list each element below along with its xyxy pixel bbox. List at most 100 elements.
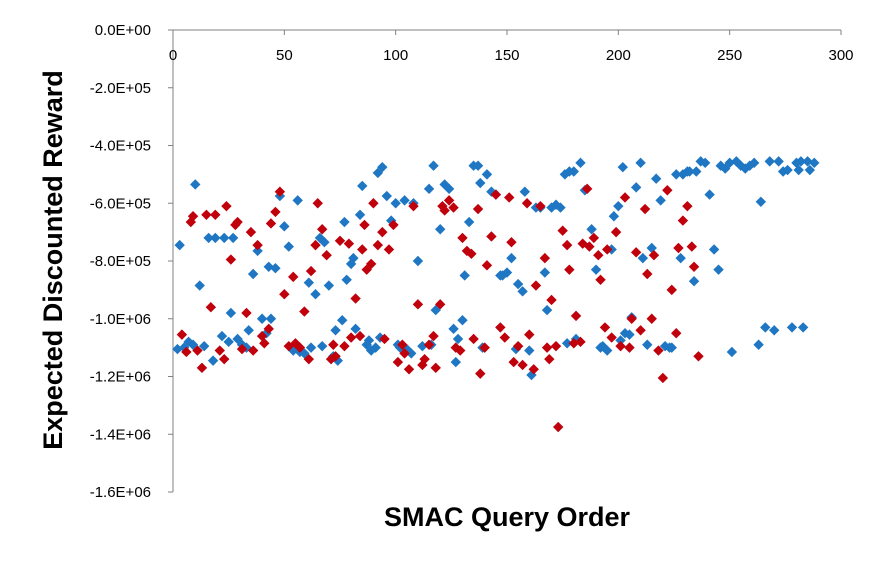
data-point-series-2 <box>299 306 310 317</box>
data-point-series-2 <box>561 239 573 251</box>
data-point-series-1 <box>570 333 582 345</box>
data-point-series-2 <box>412 299 424 310</box>
data-point-series-1 <box>699 157 711 169</box>
data-point-series-2 <box>481 260 493 271</box>
data-point-series-2 <box>443 195 455 206</box>
data-point-series-1 <box>475 177 486 189</box>
data-point-series-1 <box>501 267 513 278</box>
data-point-series-2 <box>365 258 377 270</box>
data-point-series-1 <box>292 195 303 206</box>
data-point-series-2 <box>557 225 568 236</box>
data-point-series-2 <box>316 224 328 235</box>
data-point-series-1 <box>568 166 579 177</box>
data-point-series-1 <box>406 348 417 359</box>
x-ticks: 0 50 100 150 200 250 300 <box>169 30 854 64</box>
data-point-series-1 <box>463 216 475 228</box>
data-point-series-1 <box>642 339 653 350</box>
y-tick-label: -6.0E+05 <box>90 195 151 212</box>
data-point-series-1 <box>704 189 715 200</box>
x-axis-title: SMAC Query Order <box>384 502 631 532</box>
data-point-series-1 <box>207 355 219 366</box>
data-point-series-1 <box>225 307 237 319</box>
data-point-series-1 <box>755 196 767 208</box>
data-point-series-1 <box>802 156 813 167</box>
data-point-series-1 <box>247 268 259 280</box>
data-point-series-1 <box>354 209 366 220</box>
data-point-series-2 <box>570 310 582 322</box>
data-point-series-2 <box>688 261 700 272</box>
data-point-series-2 <box>205 302 217 313</box>
data-point-series-1 <box>399 195 410 206</box>
data-point-series-2 <box>343 238 355 249</box>
data-point-series-2 <box>232 216 243 228</box>
data-point-series-1 <box>350 323 361 335</box>
data-point-series-1 <box>174 239 185 251</box>
data-point-series-1 <box>684 166 695 177</box>
data-point-series-1 <box>219 232 230 244</box>
data-point-series-2 <box>682 200 693 212</box>
data-point-series-2 <box>435 299 446 310</box>
data-point-series-2 <box>210 209 221 220</box>
data-point-series-1 <box>675 252 686 264</box>
data-point-series-2 <box>599 322 611 333</box>
data-point-series-2 <box>419 353 430 365</box>
data-point-series-2 <box>564 264 575 275</box>
data-point-series-1 <box>617 161 628 173</box>
data-point-series-1 <box>602 345 613 356</box>
data-point-series-2 <box>639 203 651 215</box>
data-point-series-2 <box>588 232 600 244</box>
data-point-series-1 <box>630 182 642 193</box>
data-point-series-2 <box>642 268 653 280</box>
data-point-series-1 <box>443 183 455 195</box>
data-point-series-1 <box>804 164 816 176</box>
data-point-series-1 <box>760 322 771 333</box>
data-point-series-2 <box>392 356 404 368</box>
x-tick-label: 0 <box>169 47 177 64</box>
data-point-series-2 <box>508 356 519 368</box>
data-point-series-2 <box>630 247 642 258</box>
data-point-series-1 <box>377 161 388 173</box>
data-point-series-2 <box>294 342 306 353</box>
data-point-series-1 <box>764 156 775 167</box>
data-point-series-1 <box>726 346 738 358</box>
data-point-series-2 <box>486 231 497 242</box>
data-point-series-2 <box>686 241 698 252</box>
data-point-series-1 <box>615 335 626 346</box>
data-point-series-1 <box>655 195 666 206</box>
data-point-series-2 <box>403 364 415 375</box>
y-ticks: 0.0E+00 -2.0E+05 -4.0E+05 -6.0E+05 -8.0E+05 -… <box>90 22 173 501</box>
data-point-series-2 <box>615 340 626 352</box>
data-point-series-2 <box>236 343 248 355</box>
data-point-series-2 <box>288 271 299 283</box>
data-point-series-1 <box>472 160 484 171</box>
data-point-series-2 <box>408 200 419 212</box>
data-point-series-1 <box>526 369 537 381</box>
data-point-series-1 <box>330 325 341 336</box>
data-point-series-1 <box>559 169 571 180</box>
data-point-series-1 <box>232 333 243 345</box>
x-tick-label: 200 <box>606 47 631 64</box>
data-point-series-1 <box>797 322 809 333</box>
data-point-series-2 <box>490 189 502 200</box>
data-point-series-1 <box>363 335 375 346</box>
data-point-series-2 <box>423 339 435 350</box>
data-point-series-2 <box>181 346 192 358</box>
data-point-series-2 <box>252 239 263 251</box>
data-point-series-1 <box>541 304 553 316</box>
data-point-series-2 <box>321 250 332 261</box>
data-point-series-1 <box>316 340 328 352</box>
data-point-series-1 <box>279 221 290 232</box>
y-tick-label: 0.0E+00 <box>95 22 151 39</box>
data-point-series-1 <box>666 342 677 353</box>
data-point-series-2 <box>499 332 510 343</box>
data-point-series-1 <box>457 314 468 326</box>
data-point-series-2 <box>397 339 408 350</box>
data-point-series-1 <box>303 277 315 288</box>
data-point-series-2 <box>259 338 270 349</box>
data-point-series-1 <box>283 241 294 252</box>
data-point-series-2 <box>328 339 339 350</box>
data-point-series-1 <box>216 330 228 342</box>
data-point-series-2 <box>221 200 232 212</box>
data-point-series-2 <box>359 219 370 231</box>
